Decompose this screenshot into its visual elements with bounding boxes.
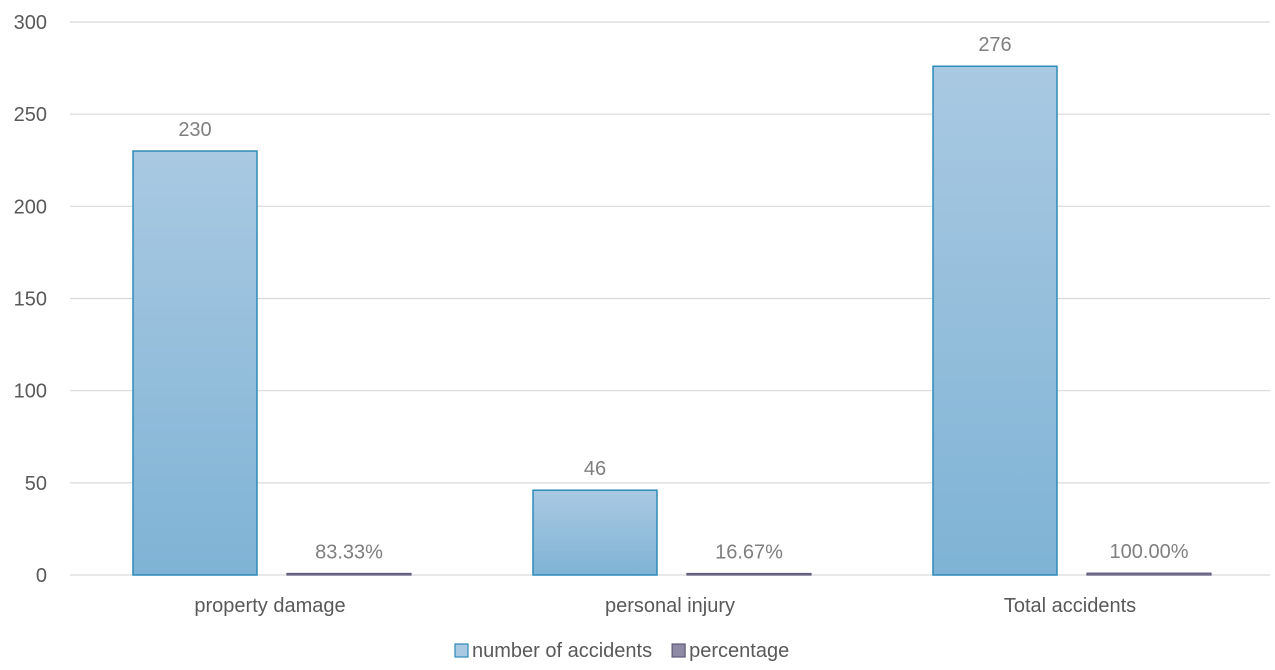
legend-swatch (671, 643, 686, 658)
x-category-label: personal injury (605, 595, 735, 617)
bars (132, 65, 1212, 576)
bar-percentage (1086, 572, 1212, 576)
y-tick-label: 100 (14, 381, 47, 403)
bar-number-of-accidents (132, 150, 258, 576)
data-label-number-of-accidents: 230 (178, 119, 211, 141)
legend: number of accidents percentage (454, 640, 789, 662)
bar-number-of-accidents (532, 489, 658, 576)
y-tick-label: 150 (14, 289, 47, 311)
legend-label: percentage (689, 640, 789, 662)
legend-item: number of accidents (454, 640, 652, 662)
gridlines (70, 21, 1270, 576)
y-tick-label: 0 (36, 565, 47, 587)
data-label-number-of-accidents: 276 (978, 34, 1011, 56)
bar-percentage (686, 572, 812, 576)
y-tick-label: 250 (14, 104, 47, 126)
data-label-percentage: 100.00% (1110, 541, 1189, 563)
y-tick-label: 200 (14, 196, 47, 218)
data-label-number-of-accidents: 46 (584, 458, 606, 480)
y-tick-label: 50 (25, 473, 47, 495)
data-labels: 230 83.33% 46 16.67% 276 100.00% (178, 34, 1188, 563)
legend-label: number of accidents (472, 640, 652, 662)
data-label-percentage: 83.33% (315, 541, 383, 563)
legend-swatch (454, 643, 469, 658)
data-label-percentage: 16.67% (715, 542, 783, 564)
y-tick-label: 300 (14, 12, 47, 34)
x-axis: property damage personal injury Total acci… (194, 595, 1136, 617)
bar-percentage (286, 572, 412, 576)
y-axis: 0 50 100 150 200 250 300 (14, 12, 47, 587)
legend-item: percentage (671, 640, 789, 662)
x-category-label: property damage (194, 595, 345, 617)
bar-number-of-accidents (932, 65, 1058, 576)
x-category-label: Total accidents (1004, 595, 1136, 617)
